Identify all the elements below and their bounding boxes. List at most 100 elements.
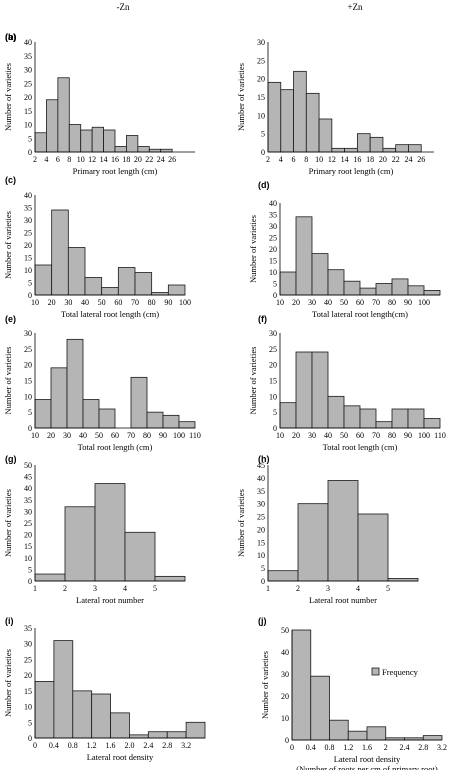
y-tick-label: 25 [269,345,277,354]
y-tick-label: 25 [257,56,265,65]
y-tick-label: 30 [269,222,277,231]
histogram-bar [34,264,53,296]
y-tick-label: 20 [269,361,277,370]
x-tick-label: 6 [292,155,296,164]
y-tick-label: 15 [24,254,32,263]
x-tick-label: 10 [31,298,39,307]
y-tick-label: 20 [281,692,289,701]
x-tick-label: 2.4 [143,741,153,750]
x-tick-label: 14 [100,155,108,164]
y-tick-label: 50 [24,461,32,470]
x-axis-title: Total root length (cm) [323,442,398,452]
y-tick-label: 0 [28,424,32,433]
histogram-bar [160,148,173,153]
y-tick-label: 5 [261,564,265,573]
histogram-bar [129,734,149,739]
y-tick-label: 0 [273,291,277,300]
histogram-bar [162,414,180,429]
y-tick-label: 30 [269,329,277,338]
y-tick-label: 5 [28,718,32,727]
histogram-bar [310,675,330,741]
y-tick-label: 30 [257,38,265,47]
histogram-bar [422,735,443,741]
y-axis-title: Number of varieties [248,215,258,283]
x-tick-label: 10 [276,431,284,440]
x-tick-label: 26 [168,155,176,164]
y-tick-label: 40 [24,484,32,493]
histogram-bar [50,367,68,429]
histogram-bar [91,126,104,153]
x-tick-label: 0 [33,741,37,750]
x-tick-label: 2 [296,584,300,593]
y-tick-label: 35 [24,52,32,61]
y-tick-label: 25 [24,519,32,528]
x-tick-label: 1.2 [343,743,353,752]
y-tick-label: 0 [28,577,32,586]
x-tick-label: 50 [95,431,103,440]
y-tick-label: 5 [273,408,277,417]
panel-label-h: (h) [258,454,270,464]
y-tick-label: 20 [24,671,32,680]
y-tick-label: 35 [257,487,265,496]
y-axis-title: Number of varieties [236,63,246,131]
histogram-bar [347,730,368,741]
x-axis-title: Lateral root number [76,595,144,605]
x-tick-label: 0.4 [306,743,316,752]
x-tick-label: 5 [153,584,157,593]
histogram-bar [64,506,96,582]
x-tick-label: 30 [64,298,72,307]
y-tick-label: 0 [28,291,32,300]
x-tick-label: 18 [366,155,374,164]
histogram-bar [305,92,320,153]
histogram-bar [382,147,397,153]
y-tick-label: 5 [28,408,32,417]
histogram-bar [391,408,409,429]
panel-label-d: (d) [258,180,270,190]
histogram-bar [391,278,409,296]
histogram-bar [146,411,164,429]
x-axis-title: Total lateral root length(cm) [312,309,408,319]
histogram-bar [327,480,359,582]
y-axis-title: Number of varieties [3,347,13,415]
x-tick-label: 2 [63,584,67,593]
legend-swatch [371,667,380,676]
panel-label-c: (c) [5,175,16,185]
y-axis-title: Number of varieties [260,651,270,719]
histogram-bar [66,338,84,429]
x-tick-label: 16 [353,155,361,164]
x-tick-label: 70 [372,431,380,440]
x-tick-label: 3 [93,584,97,593]
histogram-bar [82,399,100,429]
histogram-bar [98,408,116,429]
histogram-bar [295,351,313,429]
x-tick-label: 20 [47,431,55,440]
x-axis-title: Total lateral root length (cm) [61,309,159,319]
y-tick-label: 0 [28,734,32,743]
y-tick-label: 35 [24,624,32,633]
y-tick-label: 45 [24,473,32,482]
y-tick-label: 35 [24,496,32,505]
histogram-bar [166,731,187,739]
histogram-bar [295,216,313,296]
x-tick-label: 24 [157,155,165,164]
histogram-bar [110,712,130,739]
x-tick-label: 90 [159,431,167,440]
y-tick-label: 15 [24,687,32,696]
x-tick-label: 30 [308,298,316,307]
x-tick-label: 22 [145,155,153,164]
x-axis-title: Total root length (cm) [78,442,153,452]
x-tick-label: 26 [417,155,425,164]
y-tick-label: 5 [28,279,32,288]
y-tick-label: 0 [28,148,32,157]
y-tick-label: 35 [24,204,32,213]
y-tick-label: 10 [269,392,277,401]
y-tick-label: 15 [24,107,32,116]
histogram-bar [72,690,93,739]
histogram-bar [101,287,119,296]
histogram-bar [154,575,186,582]
x-tick-label: 90 [164,298,172,307]
x-tick-label: 10 [315,155,323,164]
histogram-bar [344,147,358,153]
x-tick-label: 2.0 [124,741,134,750]
histogram-bar [94,483,126,582]
